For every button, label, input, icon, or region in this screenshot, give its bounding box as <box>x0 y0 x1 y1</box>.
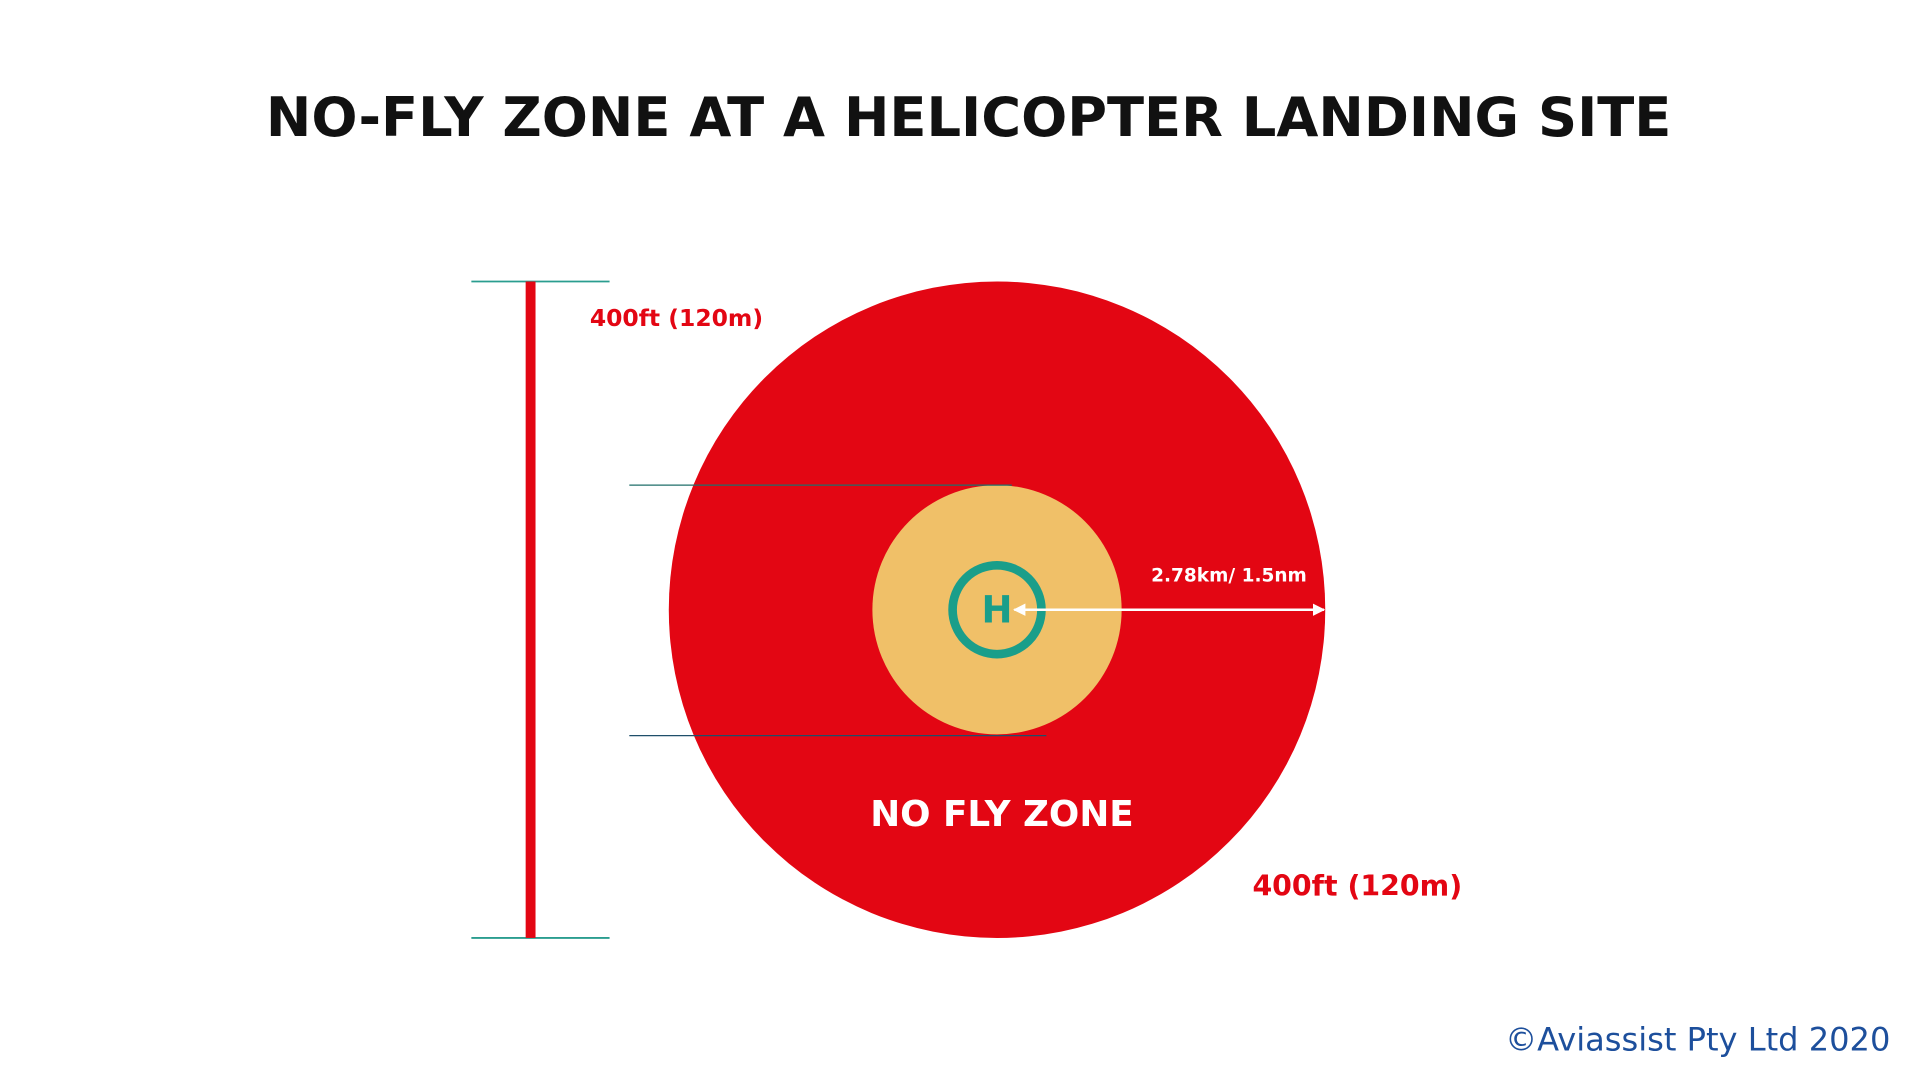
helipad-label: H <box>982 589 1013 632</box>
landing-area <box>872 485 1122 735</box>
zone-label: NO FLY ZONE <box>870 794 1134 835</box>
radius-label: 2.78km/ 1.5nm <box>1151 565 1307 586</box>
height-label: 400ft (120m) <box>590 304 763 332</box>
corner-height-label: 400ft (120m) <box>1252 869 1462 902</box>
height-bar <box>525 281 536 938</box>
title: NO-FLY ZONE AT A HELICOPTER LANDING SITE <box>266 86 1671 149</box>
copyright: ©Aviassist Pty Ltd 2020 <box>1505 1021 1890 1059</box>
